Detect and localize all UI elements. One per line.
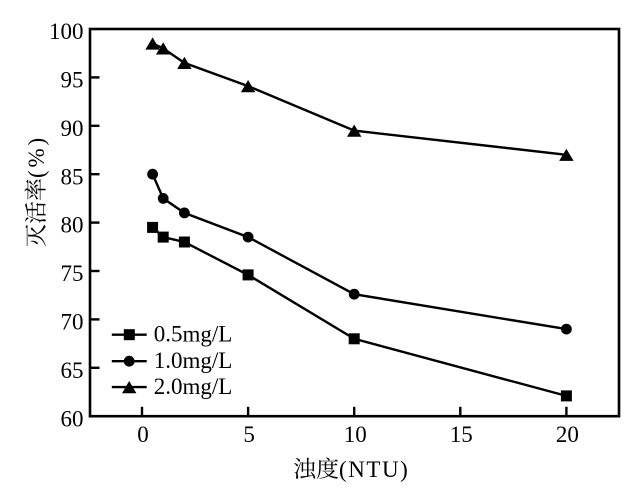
svg-text:2.0mg/L: 2.0mg/L — [154, 374, 233, 399]
svg-text:85: 85 — [61, 164, 84, 189]
svg-text:95: 95 — [61, 68, 84, 93]
svg-text:0.5mg/L: 0.5mg/L — [154, 322, 233, 347]
svg-text:65: 65 — [61, 358, 84, 383]
svg-text:(%): (%) — [24, 138, 49, 178]
svg-text:75: 75 — [61, 261, 84, 286]
svg-text:1.0mg/L: 1.0mg/L — [154, 348, 233, 373]
svg-text:0: 0 — [137, 422, 149, 447]
svg-text:80: 80 — [61, 213, 84, 238]
svg-text:20: 20 — [556, 422, 579, 447]
svg-text:10: 10 — [344, 422, 367, 447]
svg-text:100: 100 — [49, 19, 84, 44]
svg-text:5: 5 — [243, 422, 255, 447]
svg-text:70: 70 — [61, 310, 84, 335]
svg-text:15: 15 — [450, 422, 473, 447]
svg-text:90: 90 — [61, 116, 84, 141]
svg-text:60: 60 — [61, 406, 84, 431]
svg-text:(NTU): (NTU) — [339, 457, 408, 482]
